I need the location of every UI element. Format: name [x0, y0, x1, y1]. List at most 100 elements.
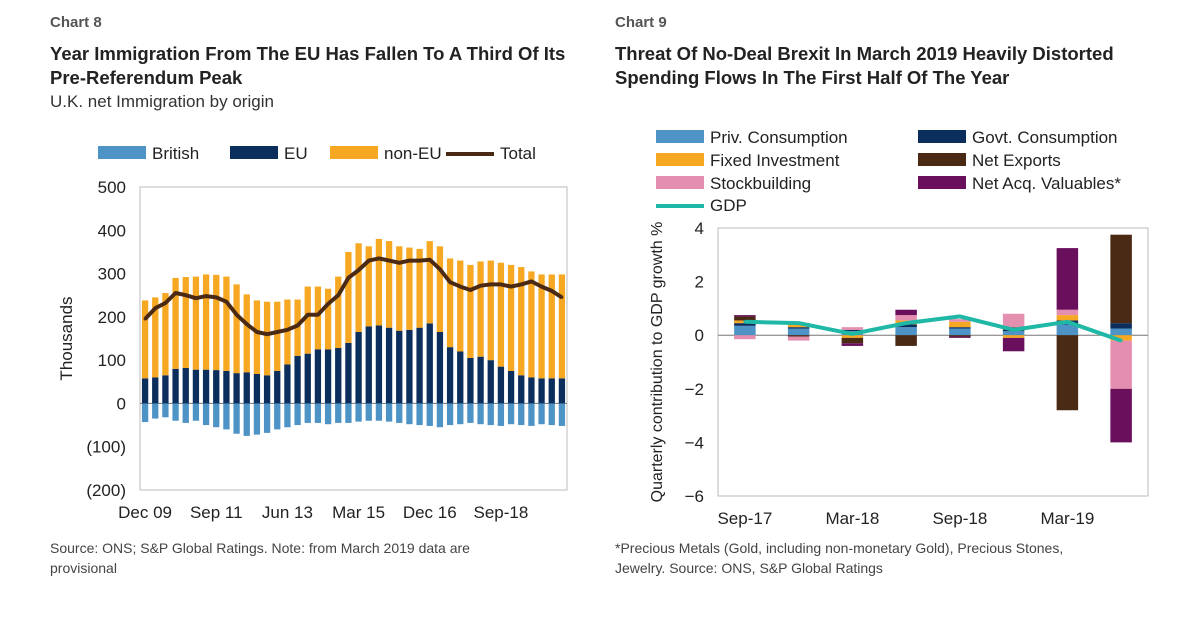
- c2-bar-2-7: [1110, 335, 1132, 341]
- chart8-subtitle: U.K. net Immigration by origin: [50, 92, 274, 111]
- chart9-title-line1: Threat Of No-Deal Brexit In March 2019 H…: [615, 43, 1114, 64]
- chart9-label: Chart 9: [615, 14, 667, 31]
- c1-bar-1-11: [253, 373, 261, 404]
- c1-bar-1-8: [223, 370, 230, 404]
- c1-bar-1-3: [172, 368, 179, 404]
- c1-bar-2-28: [426, 241, 433, 324]
- c1-line-point-0-34: [489, 282, 493, 286]
- chart9-title: Threat Of No-Deal Brexit In March 2019 H…: [615, 42, 1175, 90]
- c2-bar-5-4: [949, 336, 971, 338]
- c2-plot-frame: [717, 227, 1149, 497]
- c1-line-point-0-9: [235, 313, 239, 317]
- c1-bar-2-30: [446, 258, 454, 348]
- chart9-panel: Chart 9 Threat Of No-Deal Brexit In Marc…: [600, 0, 1187, 617]
- c1-bar-0-40: [548, 403, 555, 426]
- c1-bar-2-39: [538, 274, 545, 379]
- c1-bar-0-35: [497, 403, 505, 426]
- c1-line-point-0-33: [479, 284, 483, 288]
- c1-line-point-0-15: [296, 324, 300, 328]
- c1-bar-0-30: [446, 403, 454, 426]
- c1-line-point-0-28: [428, 258, 432, 262]
- chart8-source-line1: Source: ONS; S&P Global Ratings. Note: f…: [50, 540, 470, 556]
- c2-bar-0-0: [734, 325, 756, 336]
- c1-legend-swatch-0: [98, 146, 146, 159]
- c1-bar-0-19: [335, 403, 342, 423]
- c2-bar-0-6: [1056, 324, 1079, 336]
- c1-line-point-0-41: [560, 295, 564, 299]
- c1-line-point-0-16: [306, 313, 310, 317]
- c2-legend-swatch-4: [656, 176, 704, 189]
- c1-bar-1-30: [446, 347, 454, 404]
- c1-bar-2-27: [416, 248, 423, 328]
- c1-ytick-label-1: 400: [98, 221, 126, 240]
- c2-bar-3-0: [734, 316, 756, 321]
- c1-bar-0-1: [152, 403, 159, 419]
- c2-bar-1-1: [787, 327, 810, 329]
- c1-line-point-0-25: [397, 261, 401, 265]
- c1-line-point-0-5: [194, 296, 198, 300]
- c1-bar-0-3: [172, 403, 179, 421]
- chart8-label: Chart 8: [50, 14, 102, 31]
- c1-line-point-0-17: [316, 313, 320, 317]
- c2-bar-5-6: [1056, 248, 1079, 310]
- c2-bar-5-0: [734, 315, 756, 317]
- c1-bar-2-20: [345, 251, 352, 343]
- c1-line-point-0-6: [204, 294, 208, 298]
- c1-ytick-label-2: 300: [98, 265, 126, 284]
- c1-bar-2-18: [324, 288, 332, 350]
- c2-bar-2-2: [841, 335, 864, 338]
- c2-xtick-label-0: Sep-17: [717, 509, 772, 528]
- c2-legend-swatch-1: [918, 130, 966, 143]
- c2-legend-label-2: Fixed Investment: [710, 151, 840, 170]
- c1-legend-label-3: Total: [500, 144, 536, 163]
- c1-bar-2-40: [548, 274, 555, 379]
- c2-xtick-label-2: Sep-18: [932, 509, 987, 528]
- c1-bar-2-26: [406, 247, 413, 330]
- c1-bar-0-18: [324, 403, 332, 425]
- c2-bar-1-4: [949, 327, 971, 329]
- c1-bar-0-14: [284, 403, 291, 428]
- c1-ytick-label-3: 200: [98, 308, 126, 327]
- c2-bar-3-6: [1056, 335, 1079, 411]
- c2-line-point-0-5: [1012, 328, 1016, 332]
- c1-bar-1-34: [487, 360, 494, 404]
- c1-bar-1-29: [436, 332, 444, 404]
- c2-bar-5-7: [1110, 388, 1132, 443]
- c1-bar-0-38: [528, 403, 535, 426]
- c1-line-point-0-32: [468, 288, 472, 292]
- c1-line-point-0-4: [184, 293, 188, 297]
- c1-legend-swatch-1: [230, 146, 278, 159]
- c1-bar-2-0: [141, 300, 149, 379]
- c1-bar-1-14: [284, 364, 291, 404]
- c1-bar-2-14: [284, 299, 291, 365]
- c1-bar-2-12: [263, 301, 271, 376]
- c1-bar-1-27: [416, 327, 423, 404]
- c1-bar-2-19: [335, 276, 342, 349]
- c2-bar-2-1: [787, 324, 810, 328]
- c1-line-point-0-2: [163, 301, 167, 305]
- c2-legend-swatch-0: [656, 130, 704, 143]
- c1-line-point-0-14: [285, 328, 289, 332]
- c1-bar-1-24: [385, 327, 393, 404]
- c1-xtick-label-5: Sep-18: [474, 503, 529, 522]
- c2-line-point-0-6: [1065, 320, 1069, 324]
- c1-bar-0-15: [294, 403, 301, 426]
- c1-bar-1-37: [518, 375, 525, 404]
- c1-bar-0-22: [365, 403, 372, 421]
- c2-ytick-label-3: −2: [685, 380, 704, 399]
- chart9-title-line2: Spending Flows In The First Half Of The …: [615, 67, 1010, 88]
- c1-xtick-label-3: Mar 15: [332, 503, 385, 522]
- c2-legend-swatch-5: [918, 176, 966, 189]
- c1-bar-1-2: [162, 375, 169, 404]
- c2-bar-1-0: [734, 323, 756, 326]
- c2-bar-4-3: [895, 315, 917, 321]
- c1-bar-2-9: [233, 284, 240, 374]
- c1-line-point-0-11: [255, 330, 259, 334]
- c1-ytick-label-7: (200): [86, 481, 126, 500]
- c1-bar-0-17: [314, 403, 322, 423]
- c1-bar-2-5: [192, 276, 200, 370]
- c1-line-point-0-0: [143, 317, 147, 321]
- c1-bar-1-33: [477, 356, 484, 404]
- c1-line-point-0-37: [519, 282, 523, 286]
- c2-bar-4-2: [841, 327, 864, 330]
